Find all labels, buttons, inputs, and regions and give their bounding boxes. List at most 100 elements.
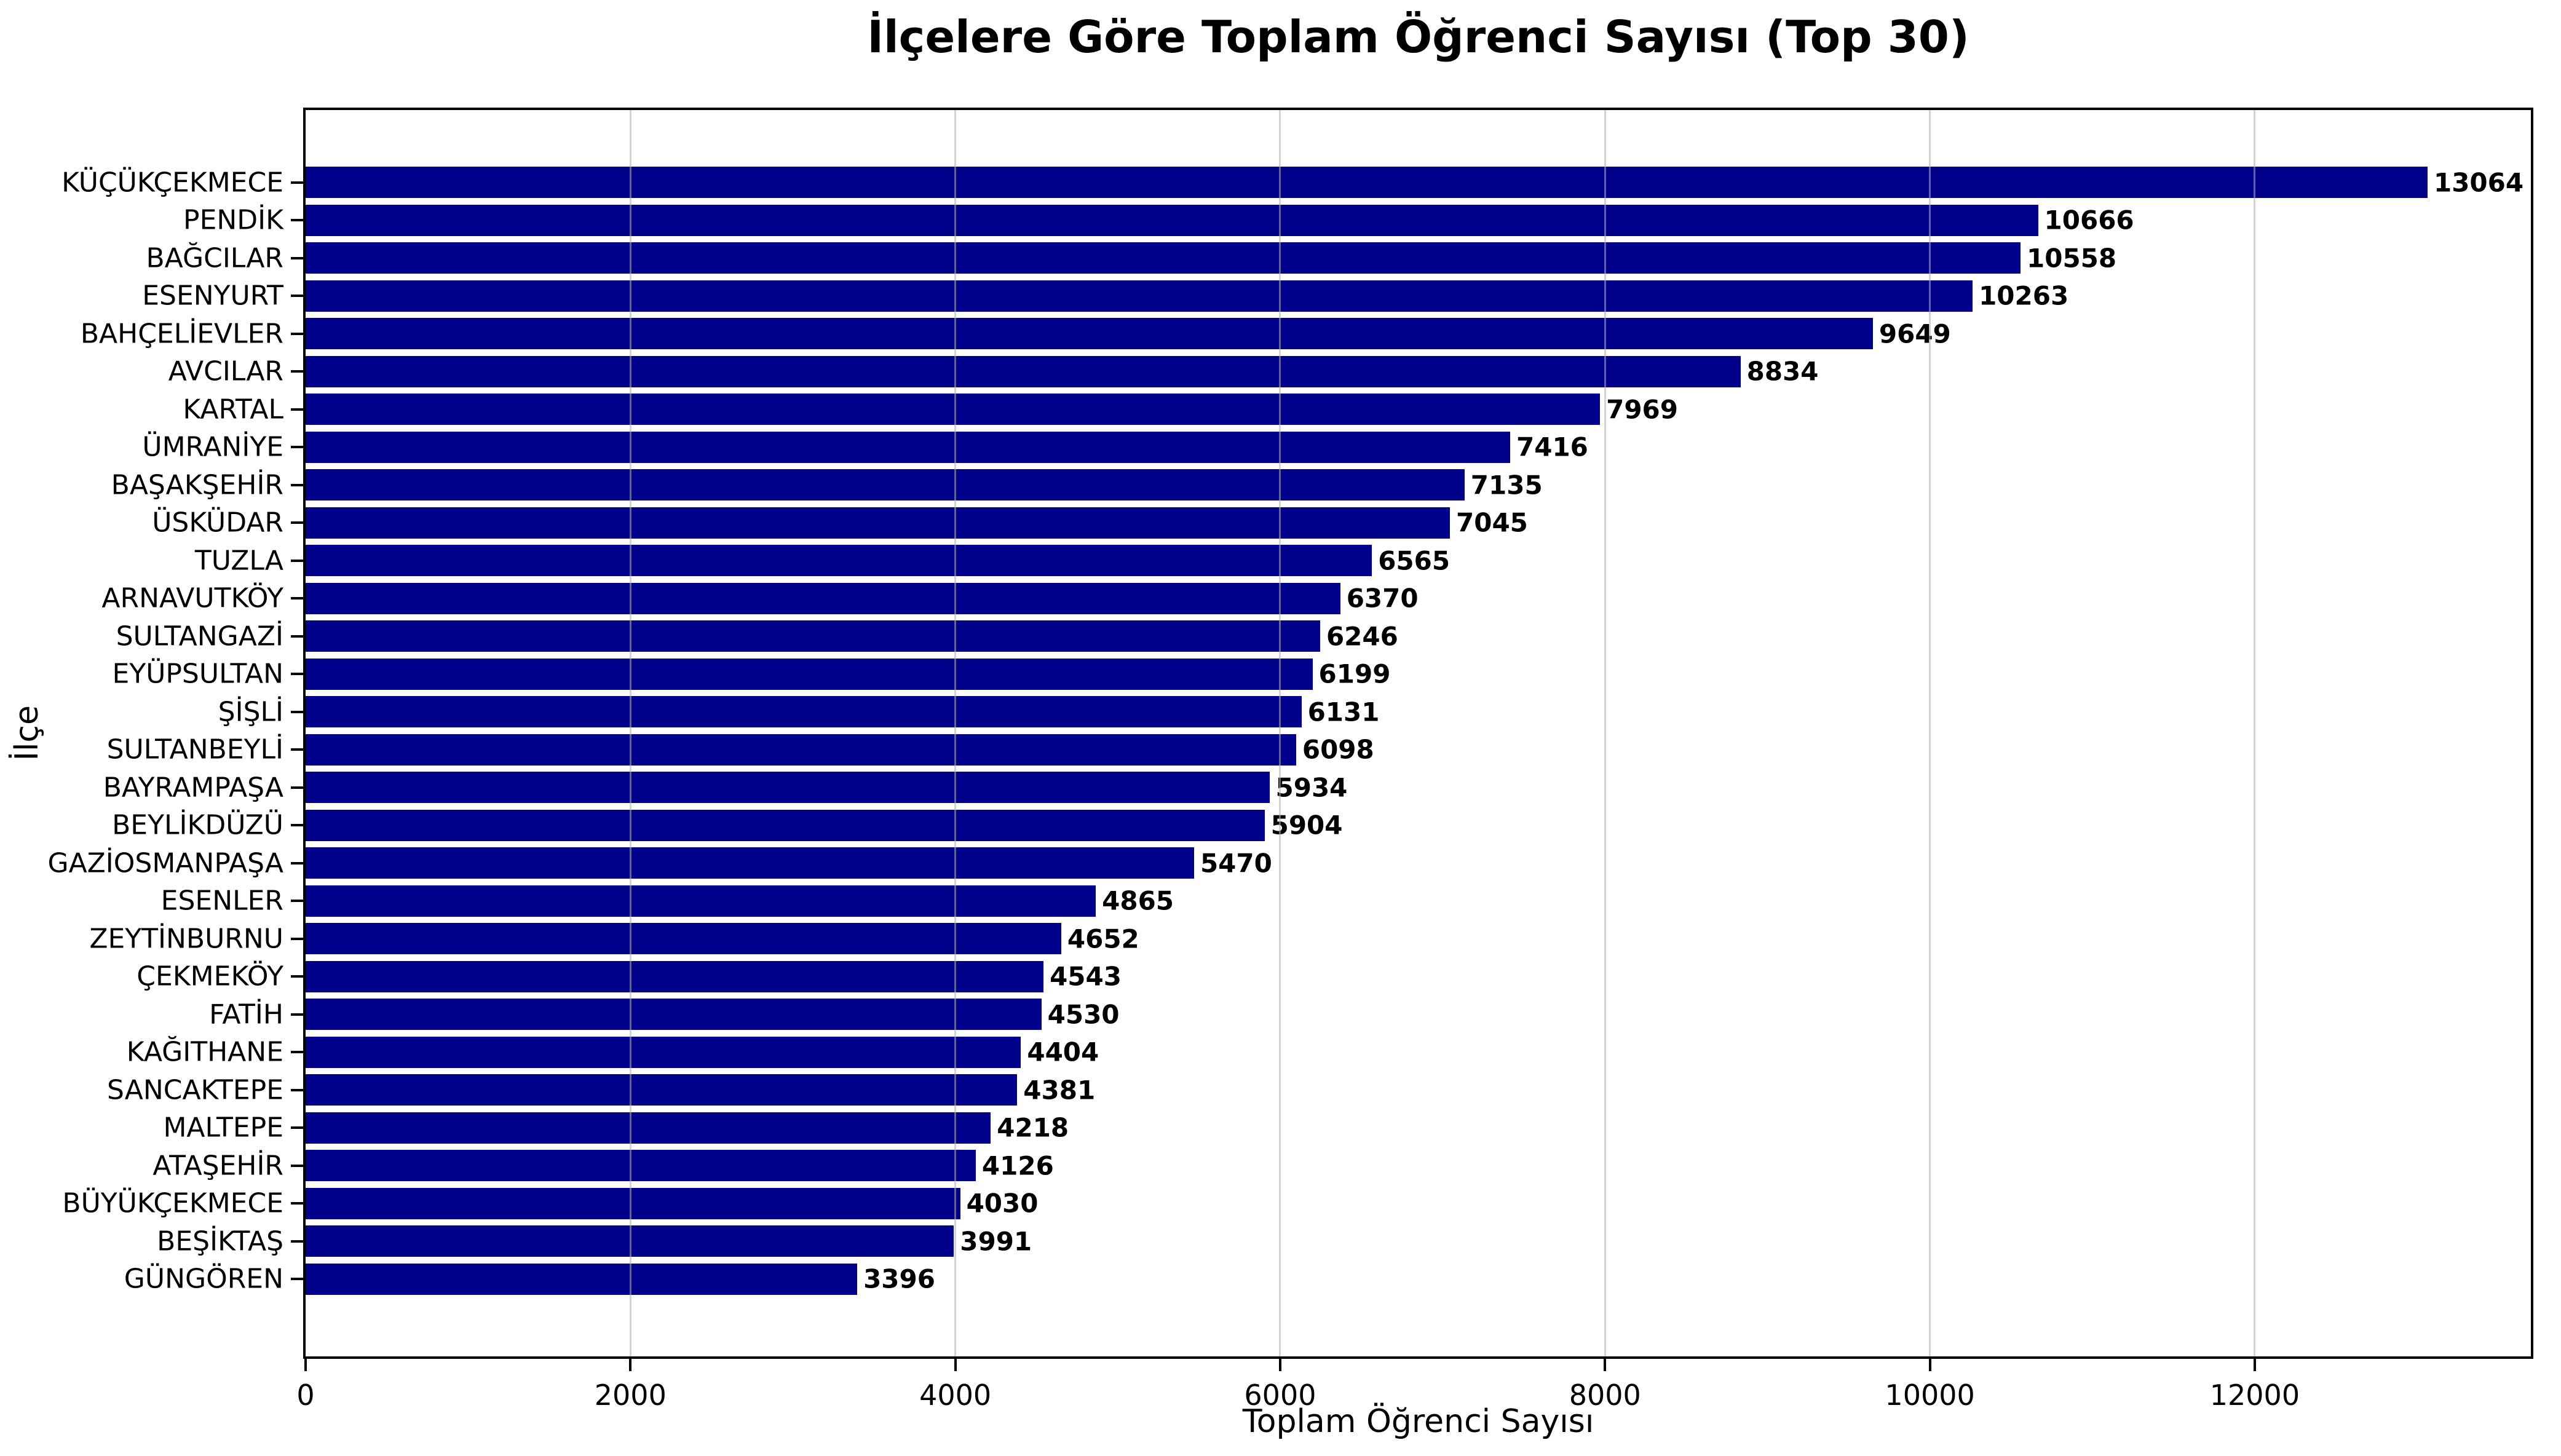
y-tick-label: BAĞCILAR [146, 242, 283, 274]
y-tick-label: ESENYURT [142, 280, 283, 312]
x-tick-mark [629, 1356, 632, 1371]
bar-row: MALTEPE 4218 [163, 1109, 2531, 1147]
x-tick-mark [1604, 1356, 1607, 1371]
bar-row: ÜSKÜDAR 7045 [152, 504, 2531, 542]
bar [306, 1150, 976, 1182]
bar [306, 885, 1096, 917]
bar-row: ARNAVUTKÖY 6370 [101, 580, 2531, 618]
y-tick-label: EYÜPSULTAN [112, 658, 283, 690]
y-tick-label: ŞİŞLİ [218, 696, 283, 728]
bar-row: KARTAL 7969 [183, 390, 2531, 429]
bar-value-label: 7416 [1516, 432, 1588, 462]
bar-row: BAĞCILAR 10558 [146, 239, 2531, 277]
y-tick-mark [291, 937, 306, 940]
y-tick-label: KÜÇÜKÇEKMECE [61, 167, 283, 199]
gridline [954, 110, 957, 1356]
gridline [1604, 110, 1606, 1356]
bar-row: BAYRAMPAŞA 5934 [103, 769, 2531, 807]
bar-value-label: 4652 [1067, 924, 1139, 954]
y-tick-mark [291, 1126, 306, 1130]
bar-value-label: 7135 [1470, 470, 1543, 501]
y-tick-mark [291, 483, 306, 486]
y-tick-mark [291, 673, 306, 676]
bar-row: BÜYÜKÇEKMECE 4030 [62, 1185, 2531, 1223]
y-tick-mark [291, 635, 306, 638]
x-tick-mark [2253, 1356, 2256, 1371]
bar-value-label: 6246 [1326, 621, 1398, 652]
bar-row: SULTANBEYLİ 6098 [107, 731, 2531, 769]
bar-row: ZEYTİNBURNU 4652 [89, 920, 2531, 958]
bar-row: ÜMRANİYE 7416 [142, 429, 2531, 467]
plot-area: KÜÇÜKÇEKMECE 13064 PENDİK 10666 BAĞCILAR… [47, 108, 2533, 1412]
bar-row: GAZİOSMANPAŞA 5470 [47, 844, 2531, 882]
y-tick-label: ÜSKÜDAR [152, 507, 283, 539]
bar [306, 469, 1465, 501]
y-tick-mark [291, 975, 306, 978]
x-tick-mark [1278, 1356, 1281, 1371]
bar-value-label: 6565 [1378, 545, 1451, 576]
bar-row: AVCILAR 8834 [168, 353, 2531, 391]
y-tick-mark [291, 256, 306, 259]
bar-row: BEŞİKTAŞ 3991 [157, 1222, 2531, 1260]
bar-row: PENDİK 10666 [183, 202, 2531, 240]
bar [306, 355, 1741, 387]
bars: KÜÇÜKÇEKMECE 13064 PENDİK 10666 BAĞCILAR… [47, 164, 2531, 1299]
bar-value-label: 6098 [1302, 734, 1374, 765]
bar-value-label: 7969 [1606, 394, 1678, 425]
bar-row: ŞİŞLİ 6131 [218, 693, 2531, 731]
bar-row: ATAŞEHİR 4126 [152, 1147, 2531, 1185]
y-tick-label: KARTAL [183, 394, 283, 425]
bar [306, 1263, 858, 1295]
x-axis-label-container: Toplam Öğrenci Sayısı [303, 1403, 2533, 1440]
bar-row: FATİH 4530 [209, 995, 2531, 1034]
y-tick-label: AVCILAR [168, 355, 283, 387]
bar-row: SANCAKTEPE 4381 [107, 1071, 2531, 1109]
gridline [1279, 110, 1281, 1356]
bar [306, 847, 1194, 879]
bar-value-label: 5934 [1275, 772, 1348, 803]
y-tick-mark [291, 332, 306, 335]
bar-row: TUZLA 6565 [195, 542, 2531, 580]
x-tick-mark [954, 1356, 957, 1371]
bar-row: GÜNGÖREN 3396 [124, 1260, 2531, 1299]
y-tick-label: BEYLİKDÜZÜ [112, 809, 283, 841]
bar-value-label: 8834 [1746, 356, 1819, 387]
y-tick-label: BEŞİKTAŞ [157, 1225, 283, 1257]
y-tick-label: ÜMRANİYE [142, 431, 283, 463]
y-tick-label: KAĞITHANE [126, 1036, 283, 1068]
y-tick-mark [291, 1202, 306, 1205]
bar [306, 923, 1061, 955]
bar-value-label: 4030 [966, 1188, 1039, 1219]
bar-row: SULTANGAZİ 6246 [116, 617, 2531, 655]
y-tick-mark [291, 824, 306, 827]
bar [306, 394, 1601, 425]
y-tick-label: GAZİOSMANPAŞA [47, 847, 283, 879]
gridline [629, 110, 631, 1356]
y-tick-label: BAHÇELİEVLER [80, 318, 283, 350]
bar-value-label: 4218 [997, 1112, 1069, 1143]
bar [306, 242, 2021, 274]
bar [306, 696, 1302, 728]
bar-value-label: 10666 [2044, 205, 2134, 235]
y-tick-mark [291, 710, 306, 713]
bar [306, 809, 1265, 841]
bar [306, 734, 1296, 766]
x-tick-label: 6000 [1244, 1379, 1316, 1412]
y-tick-mark [291, 1088, 306, 1091]
x-tick-mark [1928, 1356, 1931, 1371]
x-tick-label: 2000 [594, 1379, 667, 1412]
y-tick-mark [291, 1051, 306, 1054]
x-tick-label: 4000 [919, 1379, 992, 1412]
bar-value-label: 4543 [1050, 961, 1122, 992]
y-tick-label: BÜYÜKÇEKMECE [62, 1187, 283, 1219]
y-tick-label: BAŞAKŞEHİR [111, 469, 283, 501]
bar [306, 960, 1044, 992]
y-tick-label: BAYRAMPAŞA [103, 772, 283, 804]
bar-row: BEYLİKDÜZÜ 5904 [112, 807, 2531, 845]
x-tick-label: 0 [296, 1379, 315, 1412]
y-tick-label: FATİH [209, 999, 283, 1031]
bar [306, 167, 2428, 199]
y-tick-label: ÇEKMEKÖY [137, 960, 283, 992]
y-tick-label: ESENLER [160, 885, 283, 917]
bar [306, 545, 1372, 577]
